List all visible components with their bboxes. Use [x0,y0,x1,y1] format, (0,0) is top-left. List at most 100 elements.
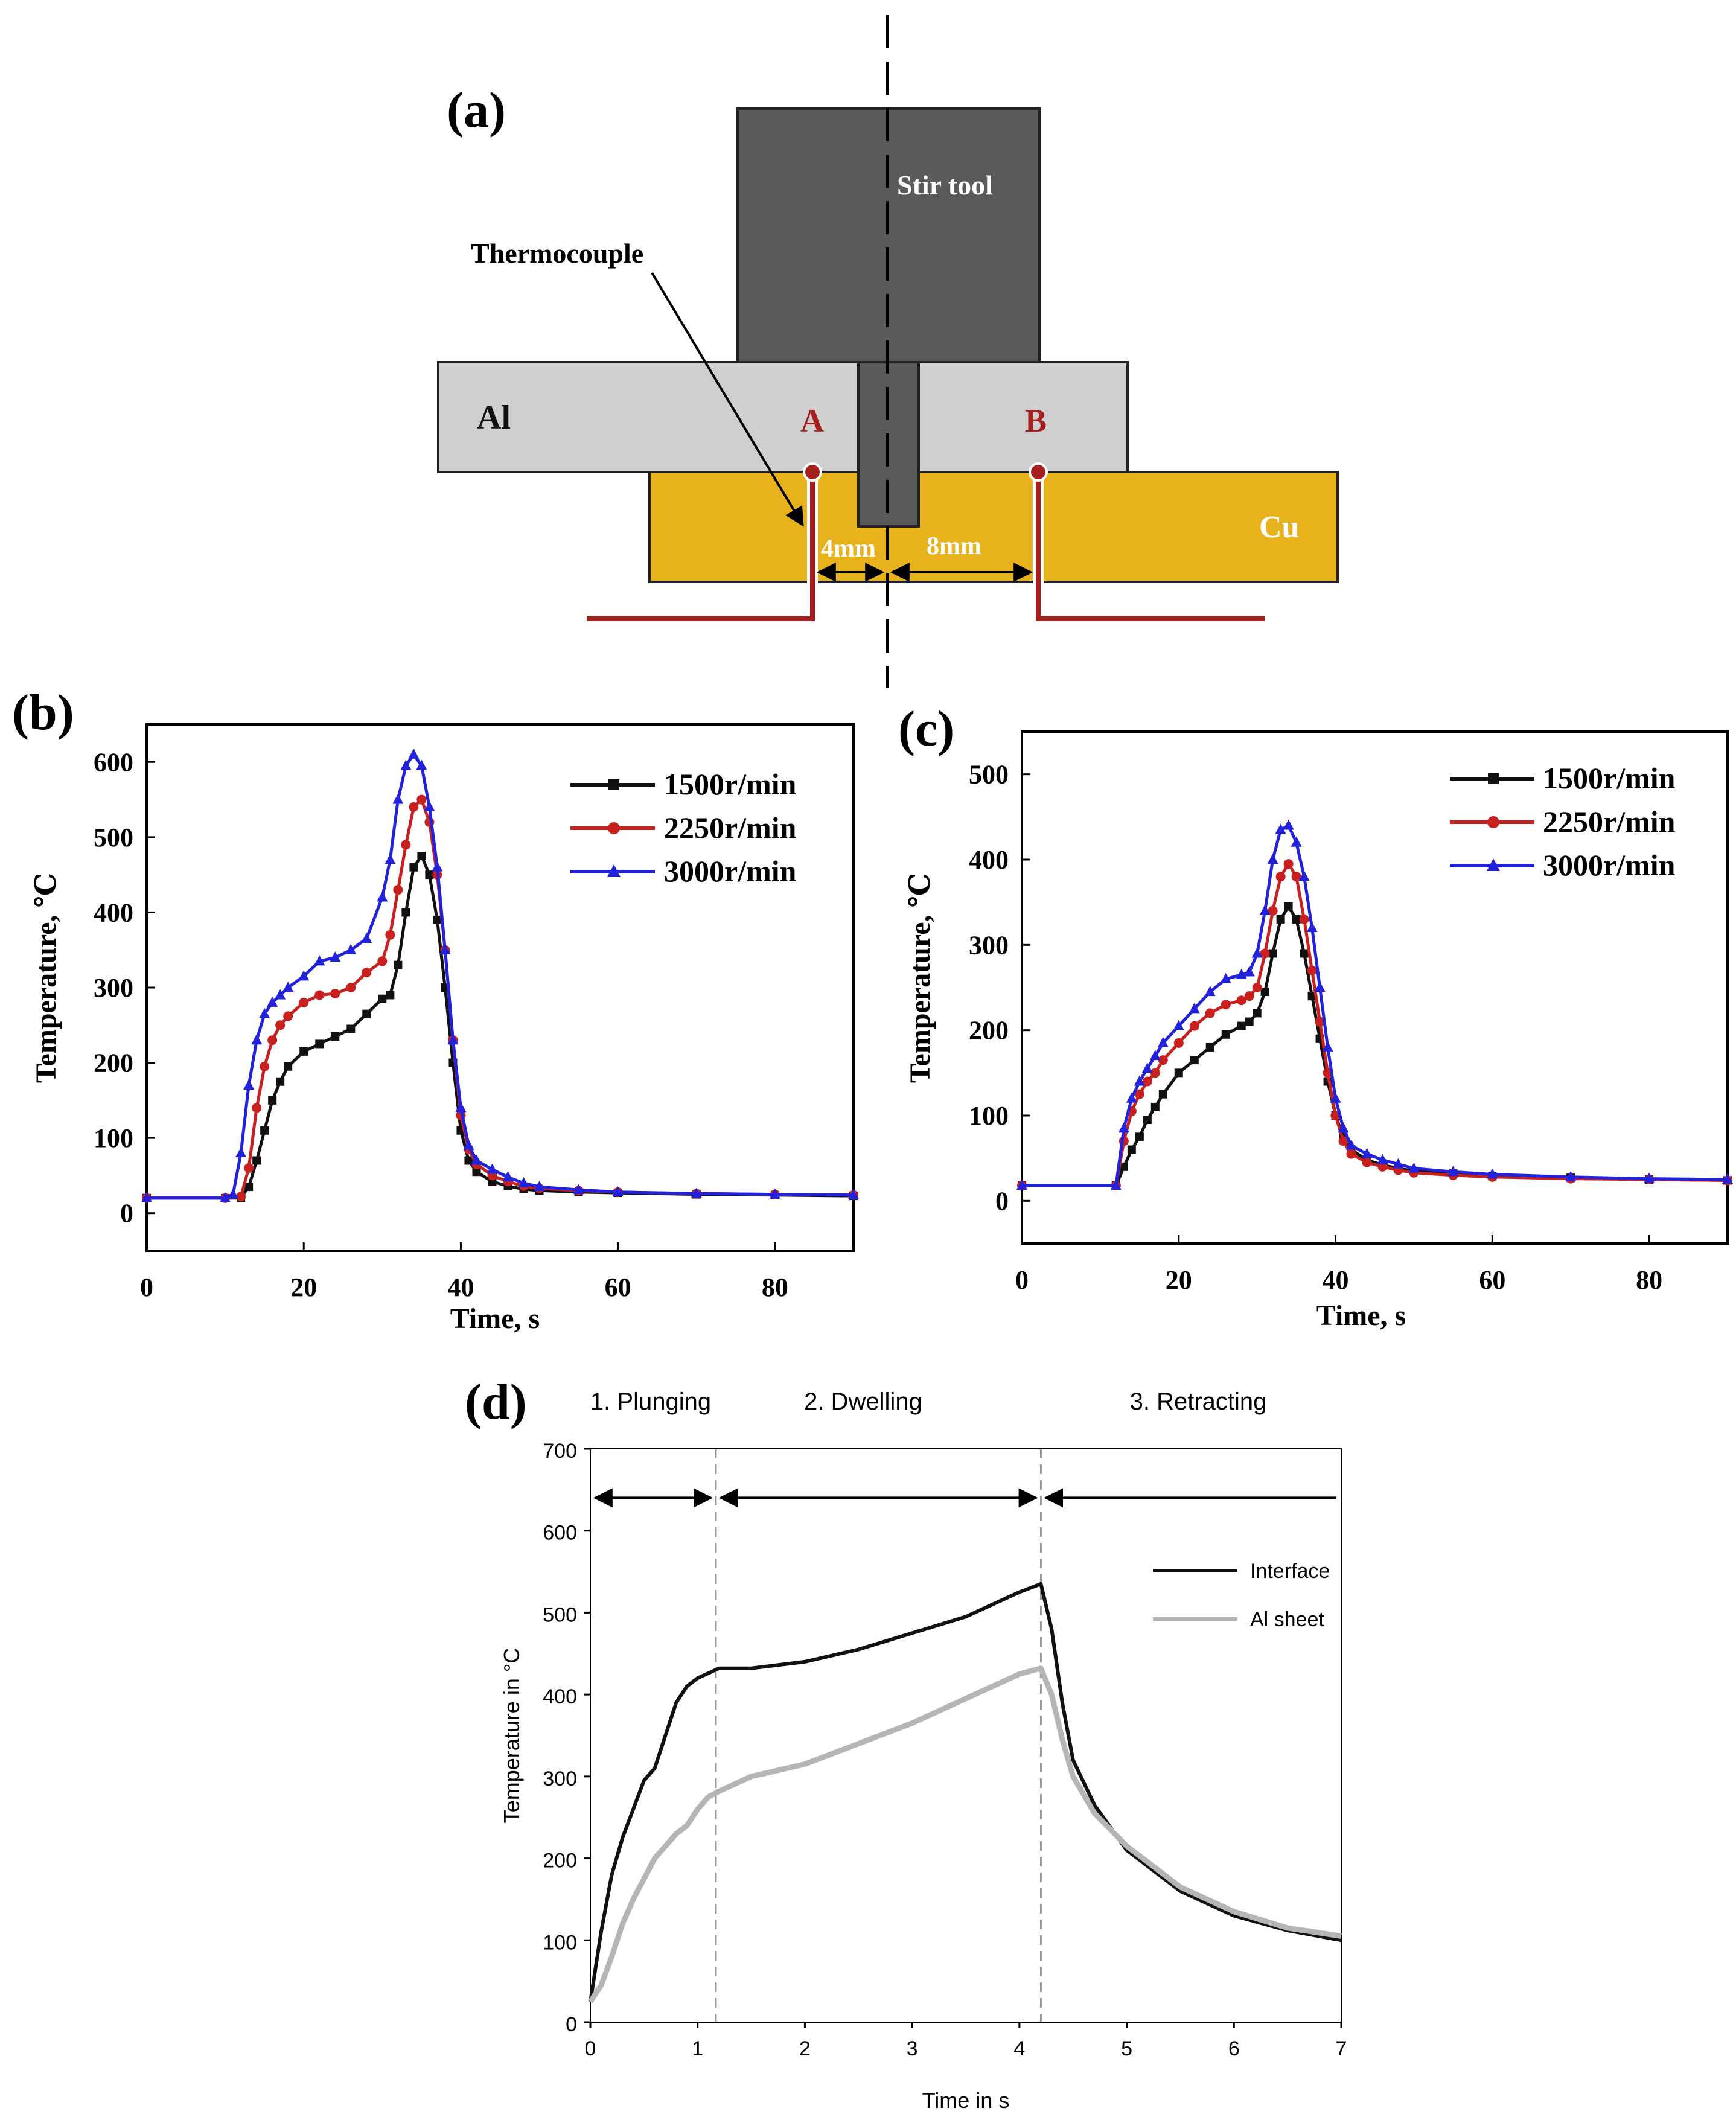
data-point [275,989,286,1000]
data-point [424,801,435,812]
thermocouple-b [1029,462,1265,624]
x-tick-label: 20 [1166,1265,1192,1295]
data-point [432,861,443,872]
x-tick-label: 1 [692,2037,703,2060]
panel-a-schematic: (a) Stir tool Al Cu A B Thermocouple [437,15,1339,688]
data-point [377,956,388,966]
data-point [260,1061,270,1071]
x-tick-label: 5 [1121,2037,1132,2060]
data-point [1260,948,1270,959]
data-point [1362,1157,1372,1167]
data-point [1150,1102,1160,1111]
data-point [1276,915,1285,924]
stir-tool-label: Stir tool [897,170,993,200]
y-tick-label: 0 [566,2013,577,2036]
x-axis-label: Time in s [922,2088,1010,2113]
legend-marker [1487,816,1499,828]
data-point [1314,982,1326,992]
data-point [401,908,410,917]
data-point [425,870,434,880]
data-point [455,1102,467,1113]
y-tick-label: 0 [120,1199,133,1228]
legend-marker [1487,858,1500,871]
x-tick-label: 40 [447,1272,474,1302]
data-point [502,1170,514,1181]
data-point [1338,1122,1349,1133]
series-line-2250r-min [1022,862,1728,1187]
data-point [346,983,356,992]
data-point [1307,965,1317,975]
data-point [401,840,411,850]
data-point [1408,1162,1420,1173]
x-tick-label: 3 [907,2037,918,2060]
data-point [573,1184,584,1195]
data-point [1221,1000,1231,1010]
y-tick-label: 400 [543,1685,577,1708]
data-point [472,1167,481,1177]
data-point [1220,972,1231,983]
legend-label: 2250r/min [664,811,797,844]
data-point [282,982,294,992]
panel-c-label: (c) [898,701,954,757]
data-point [534,1181,545,1192]
data-point [1205,1042,1214,1052]
data-point [1150,1068,1160,1078]
data-point [345,943,357,954]
x-tick-label: 60 [1479,1265,1505,1295]
data-point [691,1187,702,1198]
data-point [1292,915,1301,924]
x-tick-label: 20 [290,1272,317,1302]
data-point [1338,1136,1348,1146]
data-point [228,1188,239,1199]
data-point [1244,991,1254,1001]
data-point [409,863,418,872]
data-point [220,1192,231,1202]
series-line-al-sheet [588,1665,1342,2003]
thermocouple-a [587,462,822,624]
data-point [1237,1021,1246,1030]
data-point [243,1079,255,1090]
data-point [1487,1168,1498,1179]
data-point [252,1156,261,1165]
al-label: Al [477,399,511,436]
data-point [314,955,325,966]
data-point [1345,1139,1357,1150]
data-point [1361,1148,1373,1158]
data-point [1134,1089,1144,1099]
data-point [1158,1090,1167,1099]
data-point [1174,1068,1183,1078]
x-axis-label: Time, s [450,1303,540,1335]
chart-b: (b) 0 20 40 60 80 0 100 200 300 400 500 600 Time, s Te… [12,685,859,1335]
data-point [244,1183,254,1192]
legend-marker [607,864,621,877]
plot-frame [1021,730,1729,1245]
data-point [518,1177,529,1187]
data-point [1644,1172,1655,1183]
data-point [267,996,278,1007]
y-tick-label: 400 [94,898,133,927]
data-point [314,990,325,1000]
data-point [1157,1036,1169,1047]
data-point [417,852,426,860]
data-point [1315,1017,1325,1027]
data-point [447,1034,459,1045]
data-point [1134,1075,1145,1086]
y-tick-label: 100 [94,1123,133,1153]
y-tick-label: 200 [94,1049,133,1078]
data-point [1243,966,1255,977]
panel-d-label: (d) [465,1374,527,1430]
point-b-label: B [1025,403,1047,439]
data-point [1118,1122,1129,1133]
data-point [1204,986,1216,997]
data-point [1127,1145,1136,1154]
legend-marker [608,822,620,834]
data-point [848,1189,859,1199]
data-point [1322,1041,1333,1052]
y-tick-label: 300 [94,973,133,1003]
x-tick-label: 7 [1336,2037,1347,2060]
data-point [1291,872,1301,882]
data-point [1330,1092,1341,1103]
x-tick-label: 0 [1015,1265,1029,1295]
legend-label: 1500r/min [1543,761,1676,795]
data-point [409,802,419,813]
